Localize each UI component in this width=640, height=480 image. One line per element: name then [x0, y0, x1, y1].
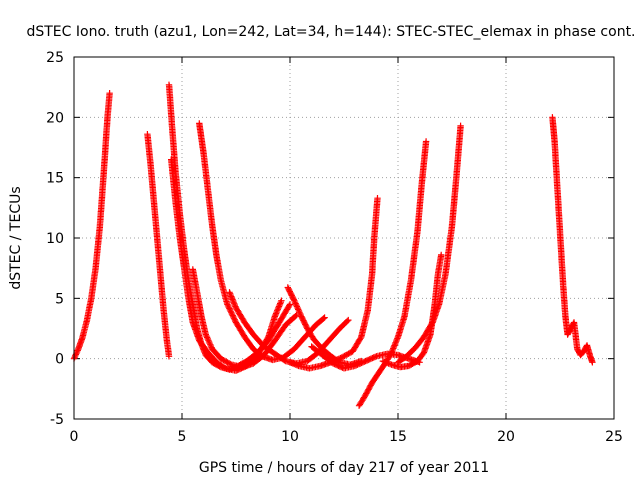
- data-point: [228, 310, 236, 318]
- y-tick-label: 0: [55, 352, 64, 368]
- data-point: [357, 335, 364, 342]
- data-point: [295, 306, 302, 313]
- x-tick-label: 15: [389, 429, 407, 445]
- data-point: [292, 313, 299, 320]
- y-tick-label: 25: [46, 50, 64, 66]
- marks-layer: [70, 81, 596, 409]
- y-axis-label: dSTEC / TECUs: [8, 186, 24, 289]
- data-point: [206, 340, 213, 347]
- data-point: [228, 309, 235, 316]
- y-tick-label: 10: [46, 231, 64, 247]
- data-series: [379, 251, 445, 371]
- data-point: [345, 316, 352, 324]
- data-point: [344, 317, 351, 325]
- x-tick-label: 25: [605, 429, 623, 445]
- data-series: [189, 266, 300, 371]
- data-point: [207, 342, 215, 350]
- y-tick-label: 15: [46, 171, 64, 187]
- y-tick-label: 5: [55, 291, 64, 307]
- data-point: [106, 90, 113, 97]
- data-point: [422, 138, 430, 145]
- x-tick-label: 0: [70, 429, 79, 445]
- data-point: [374, 195, 381, 202]
- x-axis-label: GPS time / hours of day 217 of year 2011: [199, 460, 489, 476]
- data-point: [278, 297, 285, 304]
- data-point: [320, 315, 327, 322]
- y-tick-label: 20: [46, 110, 64, 126]
- data-point: [286, 302, 293, 309]
- x-tick-label: 5: [178, 429, 187, 445]
- data-point: [387, 350, 394, 358]
- data-point: [293, 303, 301, 310]
- x-tick-label: 10: [281, 429, 299, 445]
- data-series: [70, 90, 113, 362]
- data-series: [168, 156, 285, 374]
- data-series: [549, 114, 596, 366]
- data-point: [296, 309, 303, 316]
- x-tick-label: 20: [497, 429, 515, 445]
- data-point: [589, 359, 596, 366]
- data-point: [292, 300, 299, 307]
- data-point: [457, 122, 464, 129]
- data-point: [226, 306, 234, 314]
- data-series: [355, 138, 430, 409]
- data-series: [394, 122, 464, 366]
- data-point: [321, 314, 328, 321]
- ticks-layer: 0 5 10 15 20 25 -5 0 5 10 15 20 25: [46, 50, 623, 445]
- data-series: [286, 195, 381, 372]
- data-point: [286, 301, 294, 308]
- data-series: [165, 81, 294, 373]
- data-point: [227, 360, 234, 368]
- data-point: [230, 313, 237, 321]
- y-tick-label: -5: [50, 412, 64, 428]
- data-point: [291, 297, 298, 304]
- data-point: [165, 353, 173, 360]
- data-point: [230, 315, 238, 322]
- data-point: [203, 332, 210, 340]
- chart-title: dSTEC Iono. truth (azu1, Lon=242, Lat=34…: [26, 24, 635, 40]
- plot-frame: [73, 56, 615, 420]
- data-series: [144, 131, 173, 360]
- data-point: [438, 251, 445, 259]
- data-point: [204, 335, 211, 343]
